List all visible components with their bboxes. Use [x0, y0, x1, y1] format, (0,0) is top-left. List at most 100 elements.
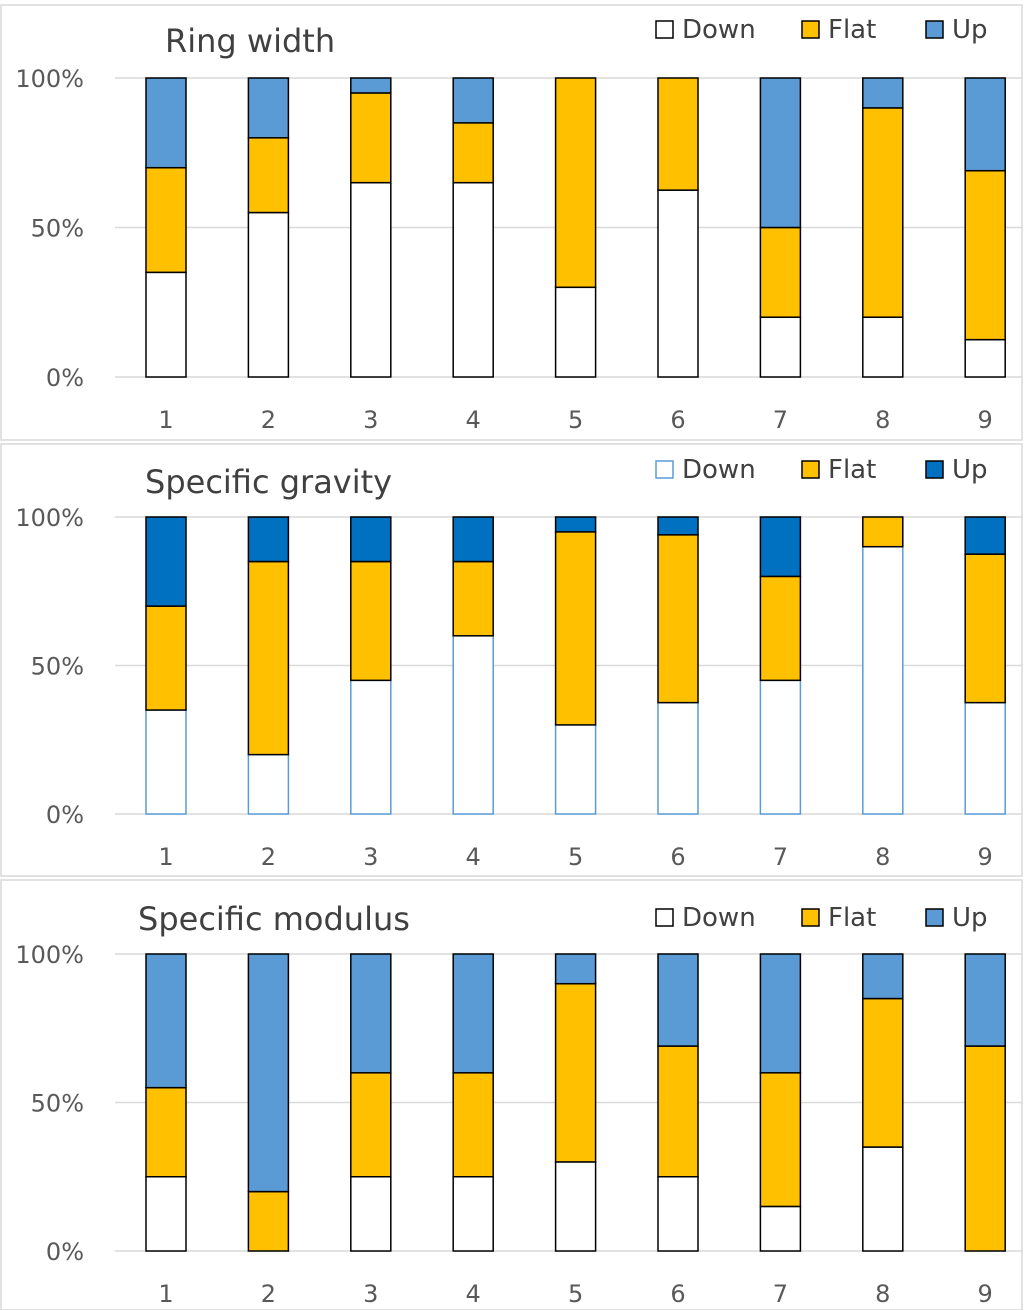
- bar-flat-7: [759, 575, 802, 682]
- x-tick-label: 5: [568, 406, 583, 434]
- bar-down-9: [964, 338, 1006, 378]
- x-tick-label: 7: [773, 406, 788, 434]
- bar-down-5: [554, 724, 597, 815]
- bar-flat-9: [964, 169, 1006, 341]
- x-tick-label: 5: [568, 843, 583, 871]
- legend-swatch-down: [655, 460, 674, 479]
- bar-up-3: [350, 516, 392, 563]
- bar-flat-8: [862, 107, 904, 318]
- bar-up-8: [862, 953, 904, 1000]
- bar-up-9: [964, 77, 1006, 172]
- bar-down-9: [964, 701, 1006, 815]
- bar-up-9: [964, 516, 1006, 555]
- bar-flat-5: [554, 982, 597, 1163]
- x-tick-label: 4: [466, 843, 481, 871]
- bar-up-7: [759, 77, 802, 229]
- bar-down-7: [759, 1205, 802, 1252]
- chart-title: Ring width: [165, 22, 335, 60]
- y-tick-label: 50%: [31, 1090, 84, 1118]
- bar-down-3: [350, 181, 392, 378]
- x-tick-label: 3: [363, 406, 378, 434]
- y-tick-label: 0%: [46, 1238, 84, 1266]
- bar-flat-9: [964, 553, 1006, 704]
- bar-down-8: [862, 545, 904, 815]
- bar-up-5: [554, 953, 597, 985]
- y-tick-label: 100%: [15, 504, 84, 532]
- legend-label-flat: Flat: [828, 455, 876, 485]
- x-tick-label: 6: [670, 843, 685, 871]
- y-tick-label: 100%: [15, 941, 84, 969]
- legend-swatch-flat: [801, 908, 820, 927]
- bar-down-8: [862, 1146, 904, 1252]
- bar-up-4: [452, 953, 494, 1074]
- x-tick-label: 6: [670, 1280, 685, 1308]
- bar-up-2: [247, 953, 290, 1193]
- bar-flat-2: [247, 137, 290, 214]
- bar-up-6: [657, 953, 699, 1047]
- x-tick-label: 7: [773, 843, 788, 871]
- legend-label-flat: Flat: [828, 903, 876, 933]
- x-tick-label: 3: [363, 1280, 378, 1308]
- bar-up-8: [862, 77, 904, 109]
- bar-down-6: [657, 1176, 699, 1252]
- bar-flat-2: [247, 560, 290, 756]
- bar-flat-3: [350, 1072, 392, 1178]
- legend-swatch-up: [925, 460, 944, 479]
- y-tick-label: 0%: [46, 364, 84, 392]
- bar-flat-7: [759, 226, 802, 318]
- bar-down-4: [452, 635, 494, 815]
- bar-flat-8: [862, 516, 904, 548]
- bar-flat-7: [759, 1072, 802, 1208]
- x-tick-label: 8: [875, 406, 890, 434]
- x-tick-label: 2: [261, 406, 276, 434]
- bar-flat-8: [862, 997, 904, 1148]
- x-tick-label: 8: [875, 1280, 890, 1308]
- bar-down-2: [247, 753, 290, 815]
- bar-flat-3: [350, 560, 392, 682]
- bar-flat-4: [452, 1072, 494, 1178]
- panel-border: [0, 4, 1023, 441]
- y-tick-label: 50%: [31, 215, 84, 243]
- legend-swatch-up: [925, 20, 944, 39]
- chart-panel-1: 0% 50% 100% 1 2 3 4 5 6 7 8 9 Ring width Down Flat Up: [0, 4, 1023, 441]
- legend-label-up: Up: [952, 455, 988, 485]
- bar-flat-1: [145, 1086, 187, 1178]
- x-tick-label: 5: [568, 1280, 583, 1308]
- legend-label-flat: Flat: [828, 15, 876, 45]
- x-tick-label: 9: [978, 1280, 993, 1308]
- bar-down-5: [554, 1161, 597, 1252]
- y-tick-label: 0%: [46, 801, 84, 829]
- x-tick-label: 1: [158, 843, 173, 871]
- legend-swatch-down: [655, 20, 674, 39]
- bar-up-2: [247, 516, 290, 563]
- bar-flat-1: [145, 166, 187, 274]
- bar-flat-6: [657, 534, 699, 704]
- x-tick-label: 1: [158, 406, 173, 434]
- bar-up-4: [452, 77, 494, 124]
- legend-swatch-up: [925, 908, 944, 927]
- legend-label-up: Up: [952, 15, 988, 45]
- bar-down-1: [145, 271, 187, 378]
- x-tick-label: 7: [773, 1280, 788, 1308]
- bar-down-3: [350, 1176, 392, 1252]
- bar-down-1: [145, 1176, 187, 1252]
- bar-flat-6: [657, 77, 699, 191]
- bar-down-2: [247, 211, 290, 378]
- legend-label-down: Down: [682, 15, 756, 45]
- x-tick-label: 6: [670, 406, 685, 434]
- bar-down-3: [350, 679, 392, 815]
- bar-up-7: [759, 953, 802, 1074]
- x-tick-label: 9: [978, 406, 993, 434]
- bar-up-5: [554, 516, 597, 533]
- bar-up-4: [452, 516, 494, 563]
- y-tick-label: 50%: [31, 653, 84, 681]
- x-tick-label: 2: [261, 843, 276, 871]
- x-tick-label: 1: [158, 1280, 173, 1308]
- bar-down-4: [452, 1176, 494, 1252]
- x-tick-label: 4: [466, 406, 481, 434]
- chart-panel-3: 0% 50% 100% 1 2 3 4 5 6 7 8 9 Specific modulus Down Fl…: [0, 879, 1023, 1310]
- legend-swatch-flat: [801, 20, 820, 39]
- x-tick-label: 3: [363, 843, 378, 871]
- bar-down-7: [759, 679, 802, 815]
